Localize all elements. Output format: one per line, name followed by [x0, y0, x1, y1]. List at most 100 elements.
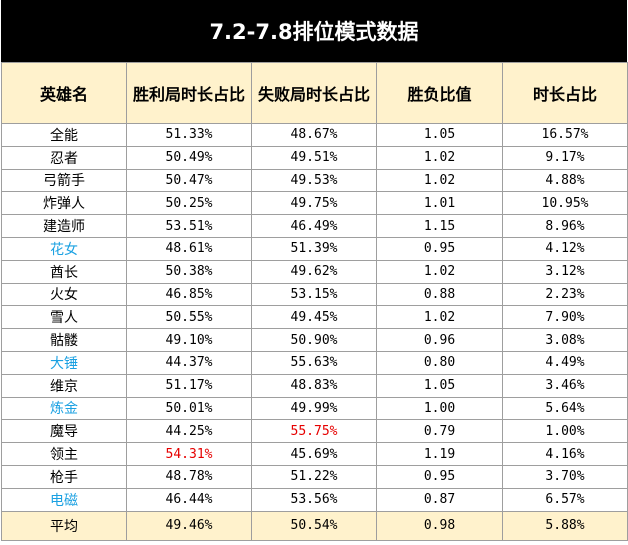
cell-duration-share: 5.64% — [502, 396, 628, 421]
header-row: 英雄名 胜利局时长占比 失败局时长占比 胜负比值 时长占比 — [1, 62, 628, 124]
cell-lose-duration: 45.69% — [251, 442, 377, 466]
cell-hero-name: 骷髅 — [1, 328, 127, 352]
cell-duration-share: 4.16% — [502, 442, 628, 466]
cell-lose-duration: 50.90% — [251, 328, 377, 352]
header-hero-name: 英雄名 — [1, 62, 127, 124]
cell-hero-name: 炼金 — [1, 396, 127, 421]
cell-win-duration: 46.44% — [126, 487, 252, 512]
cell-hero-name: 忍者 — [1, 145, 127, 170]
table-body: 全能 51.33% 48.67% 1.05 16.57% 忍者 50.49% 49.51% 1.… — [1, 123, 628, 541]
table-row: 大锤 44.37% 55.63% 0.80 4.49% — [1, 350, 628, 375]
cell-duration-share: 8.96% — [502, 214, 628, 238]
cell-lose-duration: 53.56% — [251, 487, 377, 512]
cell-duration-share: 1.00% — [502, 419, 628, 444]
table-row: 骷髅 49.10% 50.90% 0.96 3.08% — [1, 328, 628, 352]
cell-win-duration: 44.37% — [126, 350, 252, 375]
cell-ratio: 0.87 — [376, 487, 503, 512]
cell-hero-name: 维京 — [1, 373, 127, 398]
cell-hero-name: 全能 — [1, 123, 127, 147]
cell-lose-duration: 49.51% — [251, 145, 377, 170]
cell-hero-name: 大锤 — [1, 350, 127, 375]
cell-ratio: 0.96 — [376, 328, 503, 352]
header-win-lose-ratio: 胜负比值 — [376, 62, 503, 124]
table-title: 7.2-7.8排位模式数据 — [1, 0, 627, 62]
cell-win-duration: 48.78% — [126, 464, 252, 489]
cell-ratio: 1.01 — [376, 191, 503, 216]
cell-win-duration: 50.38% — [126, 259, 252, 284]
table-row: 炼金 50.01% 49.99% 1.00 5.64% — [1, 396, 628, 421]
cell-lose-duration: 49.62% — [251, 259, 377, 284]
cell-hero-name: 雪人 — [1, 305, 127, 330]
cell-ratio: 0.88 — [376, 282, 503, 307]
cell-lose-duration: 51.39% — [251, 236, 377, 261]
avg-cell-ratio: 0.98 — [376, 510, 503, 541]
cell-lose-duration: 46.49% — [251, 214, 377, 238]
cell-win-duration: 53.51% — [126, 214, 252, 238]
cell-hero-name: 花女 — [1, 236, 127, 261]
cell-ratio: 0.95 — [376, 236, 503, 261]
cell-duration-share: 10.95% — [502, 191, 628, 216]
cell-win-duration: 50.55% — [126, 305, 252, 330]
header-duration-share: 时长占比 — [502, 62, 628, 124]
table-row: 忍者 50.49% 49.51% 1.02 9.17% — [1, 145, 628, 170]
cell-ratio: 1.02 — [376, 259, 503, 284]
average-row: 平均 49.46% 50.54% 0.98 5.88% — [1, 510, 628, 541]
avg-cell-win-duration: 49.46% — [126, 510, 252, 541]
avg-cell-duration-share: 5.88% — [502, 510, 628, 541]
cell-ratio: 1.15 — [376, 214, 503, 238]
cell-hero-name: 建造师 — [1, 214, 127, 238]
cell-lose-duration: 48.67% — [251, 123, 377, 147]
cell-win-duration: 50.47% — [126, 168, 252, 193]
cell-hero-name: 弓箭手 — [1, 168, 127, 193]
cell-ratio: 0.79 — [376, 419, 503, 444]
cell-hero-name: 领主 — [1, 442, 127, 466]
cell-lose-duration: 53.15% — [251, 282, 377, 307]
table-row: 魔导 44.25% 55.75% 0.79 1.00% — [1, 419, 628, 444]
cell-hero-name: 枪手 — [1, 464, 127, 489]
cell-hero-name: 魔导 — [1, 419, 127, 444]
cell-win-duration: 44.25% — [126, 419, 252, 444]
cell-win-duration: 54.31% — [126, 442, 252, 466]
cell-win-duration: 51.17% — [126, 373, 252, 398]
cell-win-duration: 48.61% — [126, 236, 252, 261]
cell-duration-share: 4.12% — [502, 236, 628, 261]
cell-hero-name: 炸弹人 — [1, 191, 127, 216]
cell-duration-share: 2.23% — [502, 282, 628, 307]
cell-ratio: 1.02 — [376, 305, 503, 330]
cell-ratio: 0.95 — [376, 464, 503, 489]
cell-lose-duration: 55.63% — [251, 350, 377, 375]
table-row: 火女 46.85% 53.15% 0.88 2.23% — [1, 282, 628, 307]
cell-duration-share: 3.08% — [502, 328, 628, 352]
cell-lose-duration: 49.45% — [251, 305, 377, 330]
cell-win-duration: 51.33% — [126, 123, 252, 147]
cell-ratio: 1.05 — [376, 373, 503, 398]
cell-ratio: 1.00 — [376, 396, 503, 421]
cell-ratio: 1.19 — [376, 442, 503, 466]
cell-lose-duration: 49.53% — [251, 168, 377, 193]
cell-win-duration: 50.49% — [126, 145, 252, 170]
header-lose-duration: 失败局时长占比 — [251, 62, 377, 124]
table-row: 全能 51.33% 48.67% 1.05 16.57% — [1, 123, 628, 147]
cell-lose-duration: 51.22% — [251, 464, 377, 489]
cell-lose-duration: 55.75% — [251, 419, 377, 444]
table-row: 酋长 50.38% 49.62% 1.02 3.12% — [1, 259, 628, 284]
cell-duration-share: 4.49% — [502, 350, 628, 375]
cell-ratio: 0.80 — [376, 350, 503, 375]
cell-win-duration: 50.01% — [126, 396, 252, 421]
cell-win-duration: 49.10% — [126, 328, 252, 352]
cell-hero-name: 酋长 — [1, 259, 127, 284]
cell-duration-share: 7.90% — [502, 305, 628, 330]
cell-win-duration: 50.25% — [126, 191, 252, 216]
table-row: 维京 51.17% 48.83% 1.05 3.46% — [1, 373, 628, 398]
cell-duration-share: 3.46% — [502, 373, 628, 398]
cell-duration-share: 3.70% — [502, 464, 628, 489]
table-row: 雪人 50.55% 49.45% 1.02 7.90% — [1, 305, 628, 330]
cell-lose-duration: 48.83% — [251, 373, 377, 398]
cell-ratio: 1.02 — [376, 145, 503, 170]
table-row: 建造师 53.51% 46.49% 1.15 8.96% — [1, 214, 628, 238]
table-row: 领主 54.31% 45.69% 1.19 4.16% — [1, 442, 628, 466]
table-row: 炸弹人 50.25% 49.75% 1.01 10.95% — [1, 191, 628, 216]
table-row: 弓箭手 50.47% 49.53% 1.02 4.88% — [1, 168, 628, 193]
table-row: 花女 48.61% 51.39% 0.95 4.12% — [1, 236, 628, 261]
